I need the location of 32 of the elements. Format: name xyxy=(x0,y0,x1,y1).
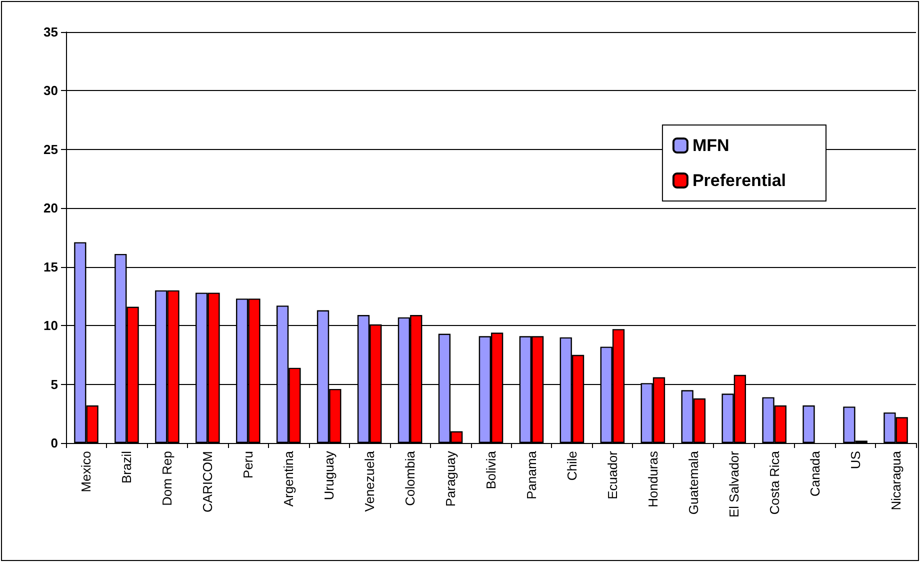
bar xyxy=(802,405,815,443)
x-tick-label: El Salvador xyxy=(726,450,742,518)
x-tick-label: Costa Rica xyxy=(766,450,782,515)
x-tick-label: Colombia xyxy=(402,450,418,506)
y-tick-label: 0 xyxy=(50,436,58,450)
y-tick-label: 35 xyxy=(44,24,58,40)
x-tick-label: Paraguay xyxy=(443,450,458,507)
y-tick-label: 10 xyxy=(44,318,58,334)
x-tick-label: Uruguay xyxy=(322,450,337,500)
y-tick-label: 25 xyxy=(44,142,58,157)
x-tick-label: Chile xyxy=(564,451,580,481)
x-tick-label: Mexico xyxy=(78,451,94,492)
x-tick-label: US xyxy=(848,450,863,470)
x-tick-label: Venezuela xyxy=(362,450,378,512)
x-tick-label: Peru xyxy=(240,451,256,478)
legend-label: Preferential xyxy=(692,171,786,190)
x-tick-label: CARICOM xyxy=(200,451,216,512)
x-tick-label: Ecuador xyxy=(604,450,620,500)
x-tick-label: Panama xyxy=(524,450,539,500)
x-tick-label: Brazil xyxy=(119,450,134,484)
x-tick-label: Argentina xyxy=(281,450,296,507)
x-tick-label: Honduras xyxy=(645,450,660,508)
y-tick-label: 20 xyxy=(44,200,58,216)
y-tick-label: 30 xyxy=(44,83,58,98)
y-tick-label: 15 xyxy=(44,259,58,274)
x-tick-label: Canada xyxy=(807,450,822,497)
x-tick-label: Bolivia xyxy=(484,450,498,490)
legend-label: MFN xyxy=(692,136,730,155)
x-tick-label: Guatemala xyxy=(686,450,701,515)
x-tick-label: Nicaragua xyxy=(888,450,904,510)
x-tick-label: Dom Rep xyxy=(160,451,175,506)
y-tick-label: 5 xyxy=(50,376,58,392)
